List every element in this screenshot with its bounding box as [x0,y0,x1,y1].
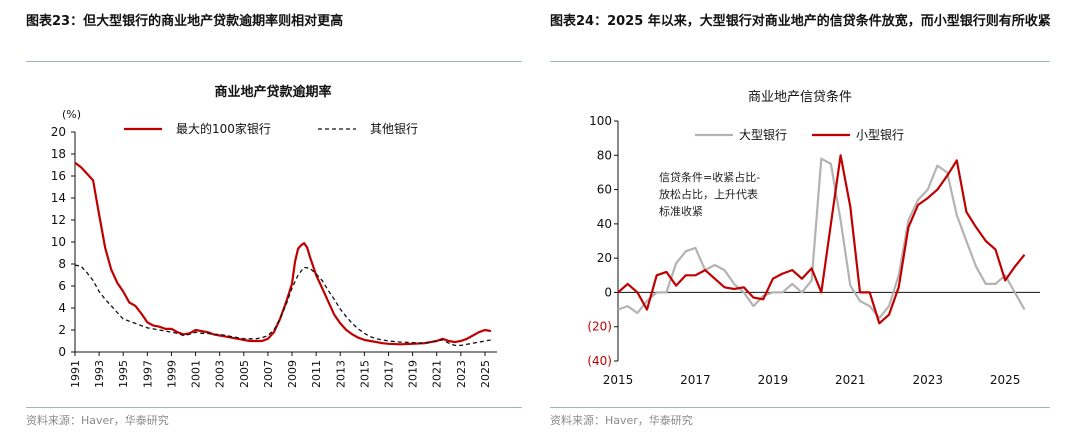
right-figure-heading: 图表24：2025 年以来，大型银行对商业地产的信贷条件放宽，而小型银行则有所收… [550,10,1060,34]
left-header-rule [26,61,522,62]
left-y-tick-label: 8 [58,257,66,271]
right-x-tick-label: 2017 [680,373,711,387]
right-y-tick-label: 100 [589,114,612,128]
left-y-tick-label: 2 [58,323,66,337]
left-x-tick-label: 1991 [69,360,82,388]
left-x-tick-label: 2003 [214,360,227,388]
right-annotation-line: 信贷条件=收紧占比- [659,170,760,184]
left-figure-title: 但大型银行的商业地产贷款逾期率则相对更高 [83,14,344,29]
left-series-largest-100-banks-line [74,161,492,346]
left-y-tick-label: 12 [51,213,66,227]
left-x-tick-label: 2019 [407,360,420,388]
left-y-tick-label: 10 [51,235,66,249]
right-y-tick-label: 80 [597,148,612,162]
left-y-tick-label: 20 [51,125,66,139]
right-legend-label-small-banks: 小型银行 [856,128,904,142]
right-chart-title: 商业地产信贷条件 [748,89,852,105]
right-figure-title: 2025 年以来，大型银行对商业地产的信贷条件放宽，而小型银行则有所收紧 [607,14,1051,29]
right-source-note: 资料来源：Haver，华泰研究 [550,414,693,427]
right-y-tick-label: (20) [587,320,612,334]
right-x-tick-label: 2023 [912,373,943,387]
right-y-tick-label: (40) [587,354,612,368]
left-x-tick-label: 1997 [141,360,154,388]
left-x-tick-label: 2011 [310,360,323,388]
left-footer-rule [26,407,522,408]
right-x-tick-label: 2019 [758,373,789,387]
left-figure-heading: 图表23：但大型银行的商业地产贷款逾期率则相对更高 [26,10,526,34]
left-y-tick-label: 4 [58,301,66,315]
right-x-tick-label: 2015 [603,373,634,387]
right-x-tick-label: 2021 [835,373,866,387]
left-x-tick-label: 2001 [190,360,203,388]
right-x-tick-label: 2025 [990,373,1021,387]
left-x-tick-label: 2015 [358,360,371,388]
left-x-tick-label: 1999 [165,360,178,388]
left-y-tick-label: 16 [51,169,66,183]
left-x-tick-label: 2007 [262,360,275,388]
left-x-tick-label: 2025 [479,360,492,388]
left-x-tick-label: 2023 [455,360,468,388]
left-chart-title: 商业地产贷款逾期率 [214,84,331,100]
right-y-tick-label: 40 [597,217,612,231]
left-x-tick-label: 2021 [431,360,444,388]
left-figure-label: 图表23： [26,14,84,29]
left-y-tick-label: 14 [51,191,66,205]
right-figure-label: 图表24： [550,14,608,29]
left-x-tick-label: 1993 [93,360,106,388]
right-legend-label-large-banks: 大型银行 [739,128,787,142]
right-series-small-banks-line [617,154,1026,325]
left-x-tick-label: 1995 [117,360,130,388]
right-y-tick-label: 0 [604,285,612,299]
left-source-note: 资料来源：Haver，华泰研究 [26,414,169,427]
left-y-axis-unit: (%) [62,108,81,121]
left-x-tick-label: 2005 [238,360,251,388]
left-x-tick-label: 2009 [286,360,299,388]
right-series-large-banks-line [617,157,1026,320]
left-legend-label-largest-100-banks: 最大的100家银行 [176,121,271,136]
right-annotation-line: 标准收紧 [659,204,703,218]
left-y-tick-label: 18 [51,147,66,161]
left-x-tick-label: 2017 [382,360,395,388]
left-legend-label-other-banks: 其他银行 [370,122,418,136]
left-y-tick-label: 0 [58,345,66,359]
left-y-tick-label: 6 [58,279,66,293]
left-x-tick-label: 2013 [334,360,347,388]
right-y-tick-label: 60 [597,183,612,197]
right-footer-rule [550,407,1050,408]
right-header-rule [550,61,1050,62]
right-annotation-line: 放松占比，上升代表 [659,187,758,201]
right-y-tick-label: 20 [597,251,612,265]
left-series-other-banks-line [74,264,492,347]
